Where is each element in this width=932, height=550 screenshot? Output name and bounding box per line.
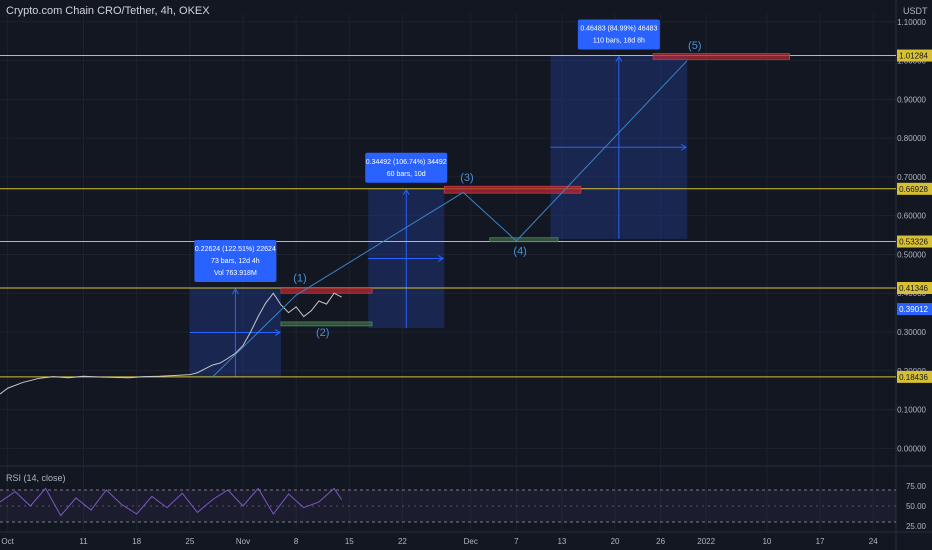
target-zone: [443, 185, 582, 194]
price-tick-label: 1.10000: [897, 18, 926, 27]
time-tick-label: Dec: [464, 537, 478, 546]
time-tick-label: 8: [294, 537, 299, 546]
time-tick-label: 20: [611, 537, 620, 546]
time-axis[interactable]: Oct 11 18 25 Nov 8 15 22 Dec 7 13 20 26 2022 10 17 24: [1, 537, 878, 546]
rsi-tick-label: 50.00: [906, 502, 927, 511]
measurement-labels: 0.22624 (122.51%) 22624 73 bars, 12d 4h Vo…: [194, 19, 660, 283]
level-tag-label: 1.01284: [899, 52, 928, 61]
wave-label: (2): [316, 327, 329, 339]
last-price-tag: [897, 303, 932, 316]
time-tick-label: 25: [185, 537, 194, 546]
rsi-tick-label: 75.00: [906, 482, 927, 491]
symbol-title[interactable]: Crypto.com Chain CRO/Tether, 4h, OKEX: [6, 5, 210, 17]
level-tag-label: 0.18436: [899, 373, 928, 382]
price-tick-label: 0.10000: [897, 406, 926, 415]
support-zone: [280, 321, 373, 327]
measure-label-box: [194, 240, 277, 283]
time-tick-label: 18: [132, 537, 141, 546]
target-zones: [280, 53, 790, 327]
time-tick-label: 7: [514, 537, 519, 546]
price-axis[interactable]: 1.100001.000000.900000.800000.700000.600…: [897, 18, 932, 454]
measure-label-line: 0.46483 (84.99%) 46483: [580, 26, 657, 33]
horizontal-levels: [0, 55, 896, 378]
last-price-label: 0.39012: [899, 305, 928, 314]
time-tick-label: 24: [869, 537, 878, 546]
measure-label-line: 0.22624 (122.51%) 22624: [195, 246, 276, 253]
level-tag: [897, 49, 932, 62]
rsi-line: [0, 487, 343, 517]
rsi-title[interactable]: RSI (14, close): [6, 473, 66, 483]
wave-line: [212, 60, 688, 378]
level-tag-label: 0.53326: [899, 238, 928, 247]
rsi-band: [0, 490, 896, 522]
arrow-up-head: [402, 188, 410, 196]
time-tick-label: 2022: [697, 537, 715, 546]
arrow-up-head: [231, 288, 239, 295]
level-tag-label: 0.41346: [899, 284, 928, 293]
axis-unit-label[interactable]: USDT: [903, 6, 928, 16]
price-line: [0, 292, 342, 395]
wave-label: (3): [460, 172, 473, 184]
time-tick-label: 15: [345, 537, 354, 546]
level-tag: [897, 182, 932, 195]
time-tick-label: 10: [762, 537, 771, 546]
measure-label-line: 0.34492 (106.74%) 34492: [366, 159, 447, 166]
measure-label-box: [577, 19, 660, 50]
arrow-right-head: [274, 329, 281, 336]
measure-label-line: 60 bars, 10d: [387, 171, 426, 178]
support-zone: [489, 237, 559, 243]
time-tick-label: Oct: [1, 537, 14, 546]
measurement-boxes: [189, 55, 688, 377]
rsi-tick-label: 25.00: [906, 522, 927, 531]
arrow-up-head: [615, 55, 623, 62]
measure-label-line: 110 bars, 18d 8h: [593, 38, 645, 45]
level-tag: [897, 282, 932, 295]
price-tick-label: 0.70000: [897, 173, 926, 182]
level-tag: [897, 370, 932, 383]
measure-label-box: [365, 152, 448, 183]
target-zone: [652, 53, 790, 60]
wave-label: (1): [293, 273, 306, 285]
arrow-right-head: [437, 255, 445, 262]
wave-label: (4): [513, 245, 526, 257]
time-tick-label: 17: [816, 537, 825, 546]
arrow-right-head: [680, 143, 688, 151]
target-zone: [280, 287, 373, 294]
wave-label: (5): [688, 40, 701, 52]
price-tick-label: 0.00000: [897, 444, 926, 453]
price-tick-label: 0.60000: [897, 212, 926, 221]
level-tag: [897, 235, 932, 248]
time-tick-label: 26: [656, 537, 665, 546]
time-tick-label: 11: [79, 537, 88, 546]
price-series: [0, 292, 342, 395]
time-tick-label: 22: [398, 537, 407, 546]
price-tick-label: 0.80000: [897, 134, 926, 143]
measure-label-line: Vol 763.918M: [214, 270, 257, 277]
price-tick-label: 0.50000: [897, 250, 926, 259]
rsi-pane[interactable]: 75.00 50.00 25.00: [0, 482, 927, 531]
measure-label-line: 73 bars, 12d 4h: [211, 258, 260, 265]
price-tick-label: 0.90000: [897, 95, 926, 104]
time-tick-label: 13: [557, 537, 566, 546]
time-tick-label: Nov: [236, 537, 250, 546]
wave-projection: (1) (2) (3) (4) (5): [212, 40, 702, 378]
level-tag-label: 0.66928: [899, 185, 928, 194]
price-tick-label: 0.30000: [897, 328, 926, 337]
